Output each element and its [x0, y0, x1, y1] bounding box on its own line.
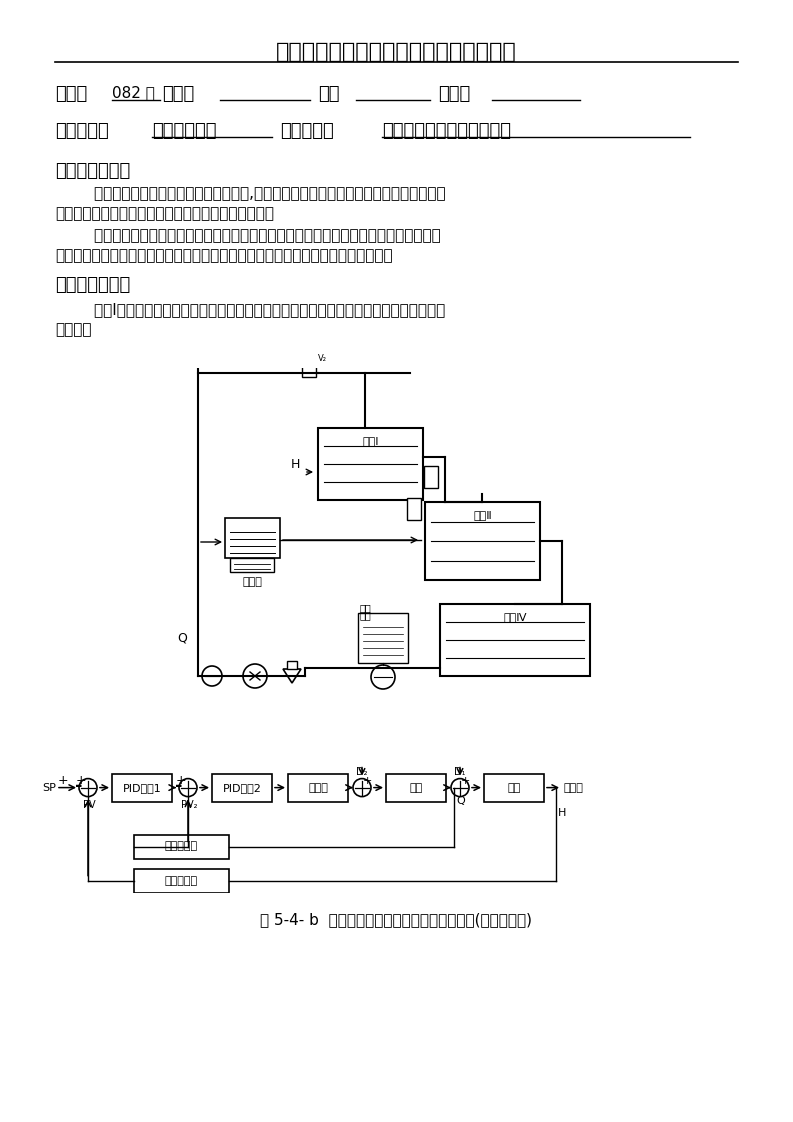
Text: 液位: 液位 [508, 783, 521, 792]
Text: PID设定2: PID设定2 [223, 783, 262, 792]
Bar [407, 498, 421, 519]
Circle shape [202, 666, 222, 686]
Text: 内控: 内控 [360, 603, 372, 613]
Text: V₂: V₂ [318, 355, 327, 364]
Text: PV: PV [82, 800, 95, 810]
Text: 通过实验掌握串级控制系统的特点、串级控制系统的设计，掌握串级控制主、副控制回: 通过实验掌握串级控制系统的特点、串级控制系统的设计，掌握串级控制主、副控制回 [55, 228, 441, 243]
Text: 嘉应学院电子信息工程学院学生实验报告: 嘉应学院电子信息工程学院学生实验报告 [276, 42, 516, 62]
Text: 水箱Ⅰ: 水箱Ⅰ [362, 436, 379, 447]
Circle shape [243, 664, 267, 688]
Text: +: + [176, 773, 186, 787]
Text: Q: Q [177, 632, 187, 644]
Bar [287, 661, 297, 669]
Bar [358, 613, 408, 663]
Text: 座号：: 座号： [162, 85, 194, 103]
Circle shape [179, 779, 197, 797]
Text: 液位变送器: 液位变送器 [165, 875, 198, 885]
Text: 班级：: 班级： [55, 85, 87, 103]
Bar [225, 518, 280, 558]
Text: 二、实验设备：: 二、实验设备： [55, 276, 130, 294]
Text: +: + [461, 775, 470, 785]
Bar [112, 773, 172, 801]
Text: H: H [290, 458, 300, 470]
Text: 一、实验目的：: 一、实验目的： [55, 162, 130, 180]
Bar [212, 773, 272, 801]
Text: SP: SP [42, 783, 56, 792]
Bar [230, 558, 274, 572]
Text: 过程控制工程: 过程控制工程 [152, 122, 216, 140]
Text: -: - [175, 776, 182, 794]
Text: 副被控参数、主调节器、副调节器、主回路、副回路。: 副被控参数、主调节器、副调节器、主回路、副回路。 [55, 206, 274, 221]
Text: D₁: D₁ [454, 766, 465, 776]
Bar [288, 773, 348, 801]
Text: H: H [558, 808, 566, 818]
Bar [484, 773, 544, 801]
Text: 图 5-4- b  上水箱液位和流量串级控制系统框图(计算机控制): 图 5-4- b 上水箱液位和流量串级控制系统框图(计算机控制) [260, 912, 532, 927]
Text: -: - [75, 776, 82, 794]
Text: Q: Q [456, 795, 465, 806]
Text: 通过实验掌握串级控制系统的基本概念,掌握串级控制系统的组成结构，即主被控参数、: 通过实验掌握串级控制系统的基本概念,掌握串级控制系统的组成结构，即主被控参数、 [55, 186, 446, 201]
Text: 流量变送器: 流量变送器 [165, 842, 198, 852]
Bar [440, 604, 590, 675]
Text: 上水箱液位和流量串级系统: 上水箱液位和流量串级系统 [382, 122, 511, 140]
Text: 成绩：: 成绩： [438, 85, 470, 103]
Text: 水箱Ⅱ: 水箱Ⅱ [473, 511, 492, 519]
Text: 外控: 外控 [360, 610, 372, 620]
Text: 082 班: 082 班 [112, 85, 155, 100]
Circle shape [79, 779, 97, 797]
Circle shape [371, 665, 395, 689]
Bar [134, 868, 229, 893]
Text: 主参数: 主参数 [564, 783, 584, 792]
Text: 实验项目：: 实验项目： [280, 122, 334, 140]
Text: 课程名称：: 课程名称： [55, 122, 109, 140]
Text: +: + [58, 773, 69, 787]
Bar [424, 466, 438, 488]
Text: 水泵Ⅰ、压力变送器、变频器、牛顿模块（输入、输出）、上水箱液位变送器、流量计、: 水泵Ⅰ、压力变送器、变频器、牛顿模块（输入、输出）、上水箱液位变送器、流量计、 [55, 302, 445, 318]
Text: 水箱Ⅳ: 水箱Ⅳ [504, 611, 527, 622]
Bar [386, 773, 446, 801]
Text: +: + [363, 775, 373, 785]
Text: 调节阀: 调节阀 [308, 783, 328, 792]
Bar [134, 835, 229, 858]
Text: 流量: 流量 [409, 783, 423, 792]
Circle shape [451, 779, 469, 797]
Bar [302, 364, 316, 377]
Text: 姓名: 姓名 [318, 85, 339, 103]
Text: D₂: D₂ [356, 766, 368, 776]
Polygon shape [283, 669, 301, 683]
Text: PID设定1: PID设定1 [123, 783, 161, 792]
Bar [318, 427, 423, 500]
Text: +: + [76, 773, 86, 787]
Text: 调节阀。: 调节阀。 [55, 322, 91, 337]
Text: 计算机: 计算机 [242, 577, 262, 587]
Text: 路的选择。掌握串级控制系统参数整定方法，并将串级控制系统参数投运到实验中。: 路的选择。掌握串级控制系统参数整定方法，并将串级控制系统参数投运到实验中。 [55, 248, 393, 263]
Circle shape [353, 779, 371, 797]
Bar [425, 502, 540, 580]
Text: PV₂: PV₂ [181, 800, 197, 810]
